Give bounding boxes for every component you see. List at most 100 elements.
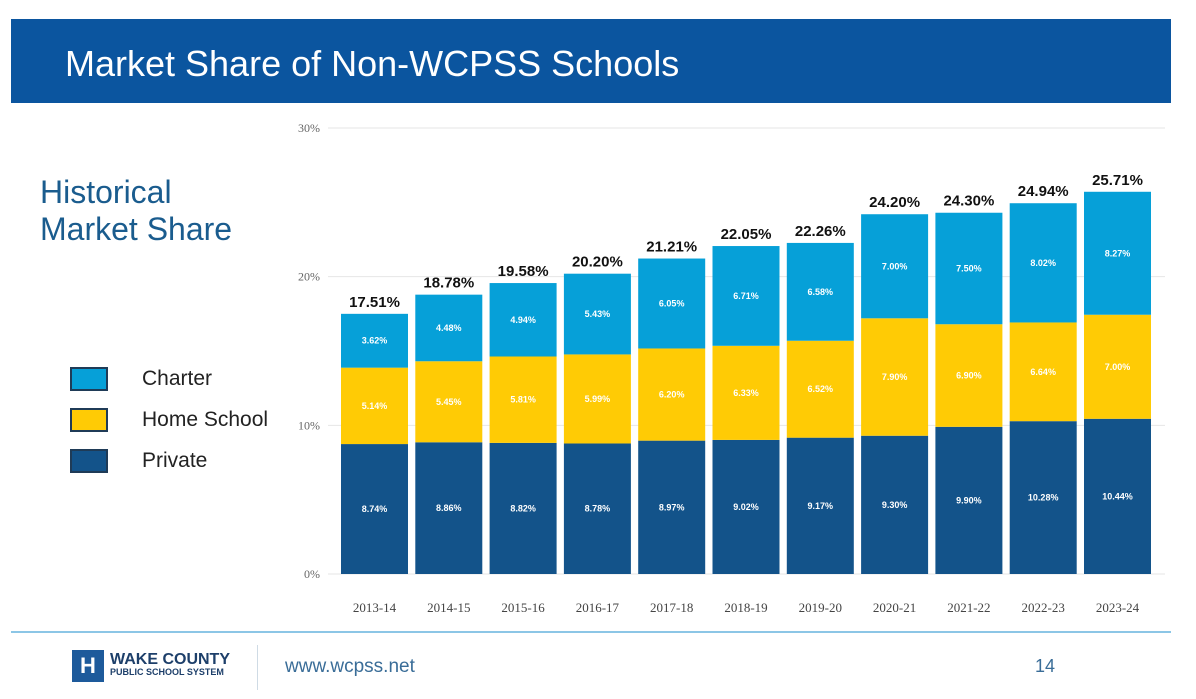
website-link[interactable]: www.wcpss.net xyxy=(285,656,415,677)
total-label: 24.20% xyxy=(869,194,920,211)
subtitle-line-2: Market Share xyxy=(40,211,233,247)
bar-segment-home-school xyxy=(489,356,557,443)
chart-subtitle: Historical Market Share xyxy=(40,174,232,248)
segment-value-label: 8.97% xyxy=(659,502,685,512)
x-tick-label: 2021-22 xyxy=(947,600,990,615)
total-label: 20.20% xyxy=(572,254,623,271)
segment-value-label: 9.17% xyxy=(808,501,834,511)
bar-segment-private xyxy=(1009,421,1077,574)
bar-segment-home-school xyxy=(935,324,1003,427)
segment-value-label: 6.20% xyxy=(659,390,685,400)
bar-segment-charter xyxy=(489,283,557,357)
segment-value-label: 7.00% xyxy=(1105,362,1131,372)
segment-value-label: 6.33% xyxy=(733,388,759,398)
legend-label: Home School xyxy=(142,407,269,431)
segment-value-label: 6.58% xyxy=(808,287,834,297)
footer-divider xyxy=(11,631,1171,633)
legend-item-private: Private xyxy=(70,440,268,481)
segment-value-label: 9.02% xyxy=(733,502,759,512)
bar-segment-home-school xyxy=(563,354,631,444)
legend-swatch xyxy=(70,366,108,391)
legend-item-home-school: Home School xyxy=(70,399,268,440)
wcpss-logo: H WAKE COUNTY PUBLIC SCHOOL SYSTEM xyxy=(72,650,230,682)
header-banner: Market Share of Non-WCPSS Schools xyxy=(11,19,1171,103)
bar-segment-private xyxy=(1084,418,1151,574)
segment-value-label: 6.05% xyxy=(659,299,685,309)
bar-segment-charter xyxy=(1084,191,1151,315)
bar-segment-private xyxy=(341,444,408,574)
bar-segment-charter xyxy=(341,313,408,368)
total-label: 22.05% xyxy=(721,226,772,243)
bar-segment-private xyxy=(935,426,1003,574)
total-label: 21.21% xyxy=(646,239,697,256)
x-tick-label: 2022-23 xyxy=(1022,600,1065,615)
bar-segment-home-school xyxy=(712,345,780,440)
bar-segment-home-school xyxy=(786,340,854,438)
segment-value-label: 7.50% xyxy=(956,263,982,273)
bar-segment-charter xyxy=(1009,203,1077,323)
bar-segment-charter xyxy=(861,214,929,319)
segment-value-label: 6.52% xyxy=(808,384,834,394)
total-label: 19.58% xyxy=(498,263,549,280)
bar-segment-charter xyxy=(712,246,780,346)
segment-value-label: 8.27% xyxy=(1105,248,1131,258)
segment-value-label: 6.64% xyxy=(1030,367,1056,377)
bar-segment-charter xyxy=(563,273,631,355)
segment-value-label: 5.43% xyxy=(585,309,611,319)
bar-segment-private xyxy=(638,440,706,574)
total-label: 25.71% xyxy=(1092,172,1143,189)
segment-value-label: 10.28% xyxy=(1028,493,1059,503)
page-title: Market Share of Non-WCPSS Schools xyxy=(65,43,680,84)
bar-segment-charter xyxy=(415,294,483,362)
total-label: 24.30% xyxy=(943,193,994,210)
segment-value-label: 8.78% xyxy=(585,504,611,514)
bar-segment-private xyxy=(489,442,557,574)
stacked-bar-chart: 0% 10% 20% 30% 8.74% 5.14% 3.62% 17.51% 2013-14 8… xyxy=(298,121,1165,615)
logo-line-2: PUBLIC SCHOOL SYSTEM xyxy=(110,667,224,677)
x-tick-label: 2020-21 xyxy=(873,600,916,615)
segment-value-label: 8.86% xyxy=(436,503,462,513)
segment-value-label: 3.62% xyxy=(362,336,388,346)
segment-value-label: 5.81% xyxy=(510,395,536,405)
y-tick-label: 20% xyxy=(298,270,320,284)
y-tick-label: 0% xyxy=(304,567,320,581)
logo-line-1: WAKE COUNTY xyxy=(110,651,230,668)
segment-value-label: 5.45% xyxy=(436,397,462,407)
segment-value-label: 8.02% xyxy=(1030,258,1056,268)
bar-segment-private xyxy=(712,439,780,574)
total-label: 22.26% xyxy=(795,223,846,240)
x-tick-label: 2016-17 xyxy=(576,600,620,615)
bar-segment-private xyxy=(861,435,929,574)
legend-swatch xyxy=(70,448,108,473)
bar-segment-home-school xyxy=(638,348,706,441)
segment-value-label: 6.90% xyxy=(956,371,982,381)
segment-value-label: 6.71% xyxy=(733,291,759,301)
segment-value-label: 8.82% xyxy=(510,503,536,513)
segment-value-label: 4.94% xyxy=(510,315,536,325)
bar-segment-home-school xyxy=(861,318,929,436)
chart-legend: Charter Home School Private xyxy=(70,358,268,481)
total-label: 17.51% xyxy=(349,294,400,311)
segment-value-label: 9.30% xyxy=(882,500,908,510)
segment-value-label: 4.48% xyxy=(436,323,462,333)
legend-label: Private xyxy=(142,448,208,472)
bar-segment-charter xyxy=(638,258,706,349)
x-tick-label: 2014-15 xyxy=(427,600,470,615)
segment-value-label: 5.99% xyxy=(585,394,611,404)
bar-segment-home-school xyxy=(341,367,408,445)
y-tick-label: 30% xyxy=(298,121,320,135)
legend-item-charter: Charter xyxy=(70,358,268,399)
x-tick-label: 2013-14 xyxy=(353,600,397,615)
segment-value-label: 7.00% xyxy=(882,261,908,271)
footer-separator xyxy=(257,645,258,690)
logo-icon: H xyxy=(72,650,104,682)
x-tick-label: 2023-24 xyxy=(1096,600,1140,615)
x-tick-label: 2017-18 xyxy=(650,600,693,615)
bar-segment-home-school xyxy=(1009,322,1077,422)
legend-swatch xyxy=(70,407,108,432)
legend-label: Charter xyxy=(142,366,213,390)
total-label: 18.78% xyxy=(423,275,474,292)
subtitle-line-1: Historical xyxy=(40,174,172,210)
bar-segment-private xyxy=(415,442,483,574)
total-label: 24.94% xyxy=(1018,183,1069,200)
